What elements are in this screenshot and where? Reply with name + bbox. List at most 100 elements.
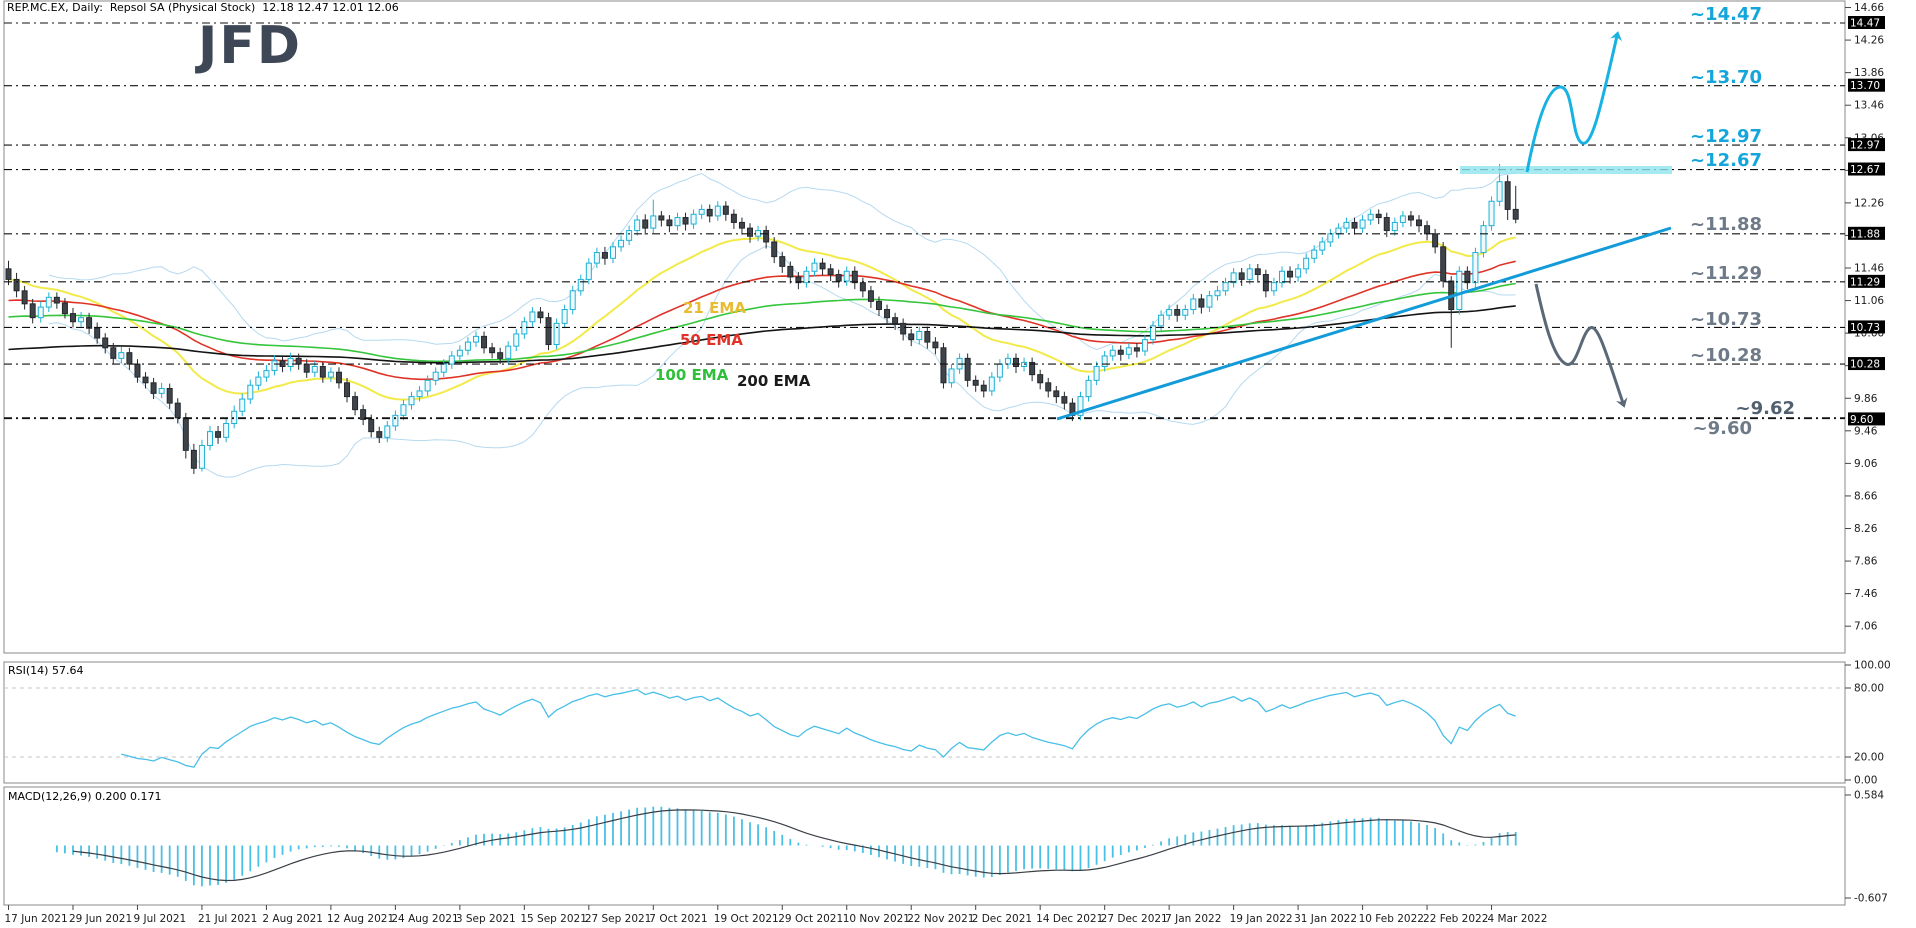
rsi-indicator-label: RSI(14) 57.64 <box>8 664 84 677</box>
date-axis-tick-label: 19 Jan 2022 <box>1230 913 1293 925</box>
candle-body <box>1295 268 1302 278</box>
price-level-badge <box>1848 138 1885 152</box>
price-level-badge-label: 12.67 <box>1850 164 1880 176</box>
candle-body <box>1093 366 1100 381</box>
candle-body <box>706 208 713 217</box>
candle-body <box>1158 314 1165 327</box>
price-axis-tick-label: 7.46 <box>1854 588 1878 600</box>
candle-body <box>13 278 20 292</box>
price-level-badge <box>1848 412 1885 426</box>
candle-body <box>215 431 222 438</box>
date-axis-tick-label: 31 Jan 2022 <box>1294 913 1357 925</box>
candle-body <box>78 317 85 323</box>
candle-body <box>45 296 52 308</box>
candle-body <box>190 449 197 469</box>
candle-body <box>223 422 230 438</box>
date-axis-tick-label: 14 Dec 2021 <box>1036 913 1103 925</box>
candle-body <box>1101 355 1108 368</box>
candle-body <box>851 270 858 284</box>
candle-body <box>134 363 141 378</box>
candle-body <box>271 360 278 372</box>
candle-body <box>231 410 238 424</box>
candle-body <box>1029 361 1036 376</box>
candle-body <box>1464 270 1471 284</box>
candle-body <box>1335 227 1342 235</box>
date-axis-tick-label: 10 Nov 2021 <box>843 913 910 925</box>
candle-body <box>456 349 463 357</box>
candle-body <box>400 404 407 416</box>
candle-body <box>964 357 971 381</box>
candle-body <box>1319 241 1326 251</box>
candle-body <box>53 296 60 304</box>
candle-body <box>207 431 213 446</box>
candle-body <box>980 384 987 392</box>
level-label: ~14.47 <box>1690 4 1762 25</box>
date-axis-tick-label: 4 Mar 2022 <box>1488 913 1548 925</box>
candle-body <box>1480 225 1487 254</box>
candle-body <box>1125 347 1132 355</box>
candle-body <box>464 341 471 351</box>
candle-body <box>569 290 576 311</box>
candle-body <box>1504 181 1511 210</box>
ema50-line <box>8 260 1516 381</box>
candle-body <box>601 252 608 259</box>
level-label: ~9.60 <box>1693 418 1753 439</box>
candle-body <box>311 366 318 373</box>
level-label: ~10.28 <box>1690 345 1762 366</box>
date-axis-tick-label: 19 Oct 2021 <box>714 913 779 925</box>
candle-body <box>481 335 488 349</box>
rsi-axis-tick-label: 0.00 <box>1854 775 1877 787</box>
candle-body <box>650 215 657 229</box>
candle-body <box>1117 349 1124 355</box>
candle-body <box>932 341 939 349</box>
macd-signal-line <box>72 809 1516 882</box>
date-axis-tick-label: 22 Feb 2022 <box>1423 913 1488 925</box>
candle-body <box>553 322 560 346</box>
price-axis-tick-label: 13.46 <box>1854 100 1884 112</box>
candle-body <box>110 347 117 359</box>
level-label: ~10.73 <box>1690 309 1762 330</box>
candle-body <box>174 402 181 419</box>
candle-body <box>884 309 891 319</box>
candle-body <box>489 347 496 354</box>
candle-body <box>1375 213 1382 219</box>
candle-body <box>634 219 641 232</box>
candle-body <box>29 303 36 319</box>
candle-body <box>1262 274 1269 292</box>
candle-body <box>1206 295 1213 308</box>
candle-body <box>263 370 270 378</box>
bearish-projection-arrow <box>1534 283 1628 408</box>
price-level-badge-label: 12.97 <box>1850 140 1880 152</box>
candle-body <box>690 213 697 225</box>
price-level-badge <box>1848 78 1885 92</box>
price-level-badge <box>1848 274 1885 288</box>
candle-body <box>924 331 931 343</box>
candle-body <box>352 396 359 411</box>
candle-body <box>948 368 955 384</box>
date-axis-tick-label: 7 Oct 2021 <box>649 913 707 925</box>
rsi-axis-tick-label: 20.00 <box>1854 752 1884 764</box>
candle-body <box>779 256 786 267</box>
candle-body <box>1246 268 1253 280</box>
candle-body <box>1037 374 1044 384</box>
rsi-line <box>121 689 1516 768</box>
candle-body <box>142 376 149 384</box>
candle-body <box>5 268 12 280</box>
rsi-panel-border <box>3 661 1846 784</box>
candle-body <box>295 357 302 365</box>
candle-body <box>561 309 568 324</box>
candle-body <box>940 347 947 384</box>
date-axis-tick-label: 12 Aug 2021 <box>327 913 394 925</box>
candle-body <box>722 205 729 215</box>
candle-body <box>1311 249 1318 259</box>
date-axis-tick-label: 27 Sep 2021 <box>585 913 652 925</box>
price-axis-tick-label: 8.66 <box>1854 490 1878 502</box>
candle-body <box>908 333 915 341</box>
bullish-projection-arrow <box>1525 31 1622 173</box>
candle-body <box>714 205 721 217</box>
candle-body <box>859 282 866 292</box>
price-level-badge <box>1848 162 1885 176</box>
candle-body <box>795 276 802 284</box>
price-level-badge-label: 9.60 <box>1850 414 1873 426</box>
